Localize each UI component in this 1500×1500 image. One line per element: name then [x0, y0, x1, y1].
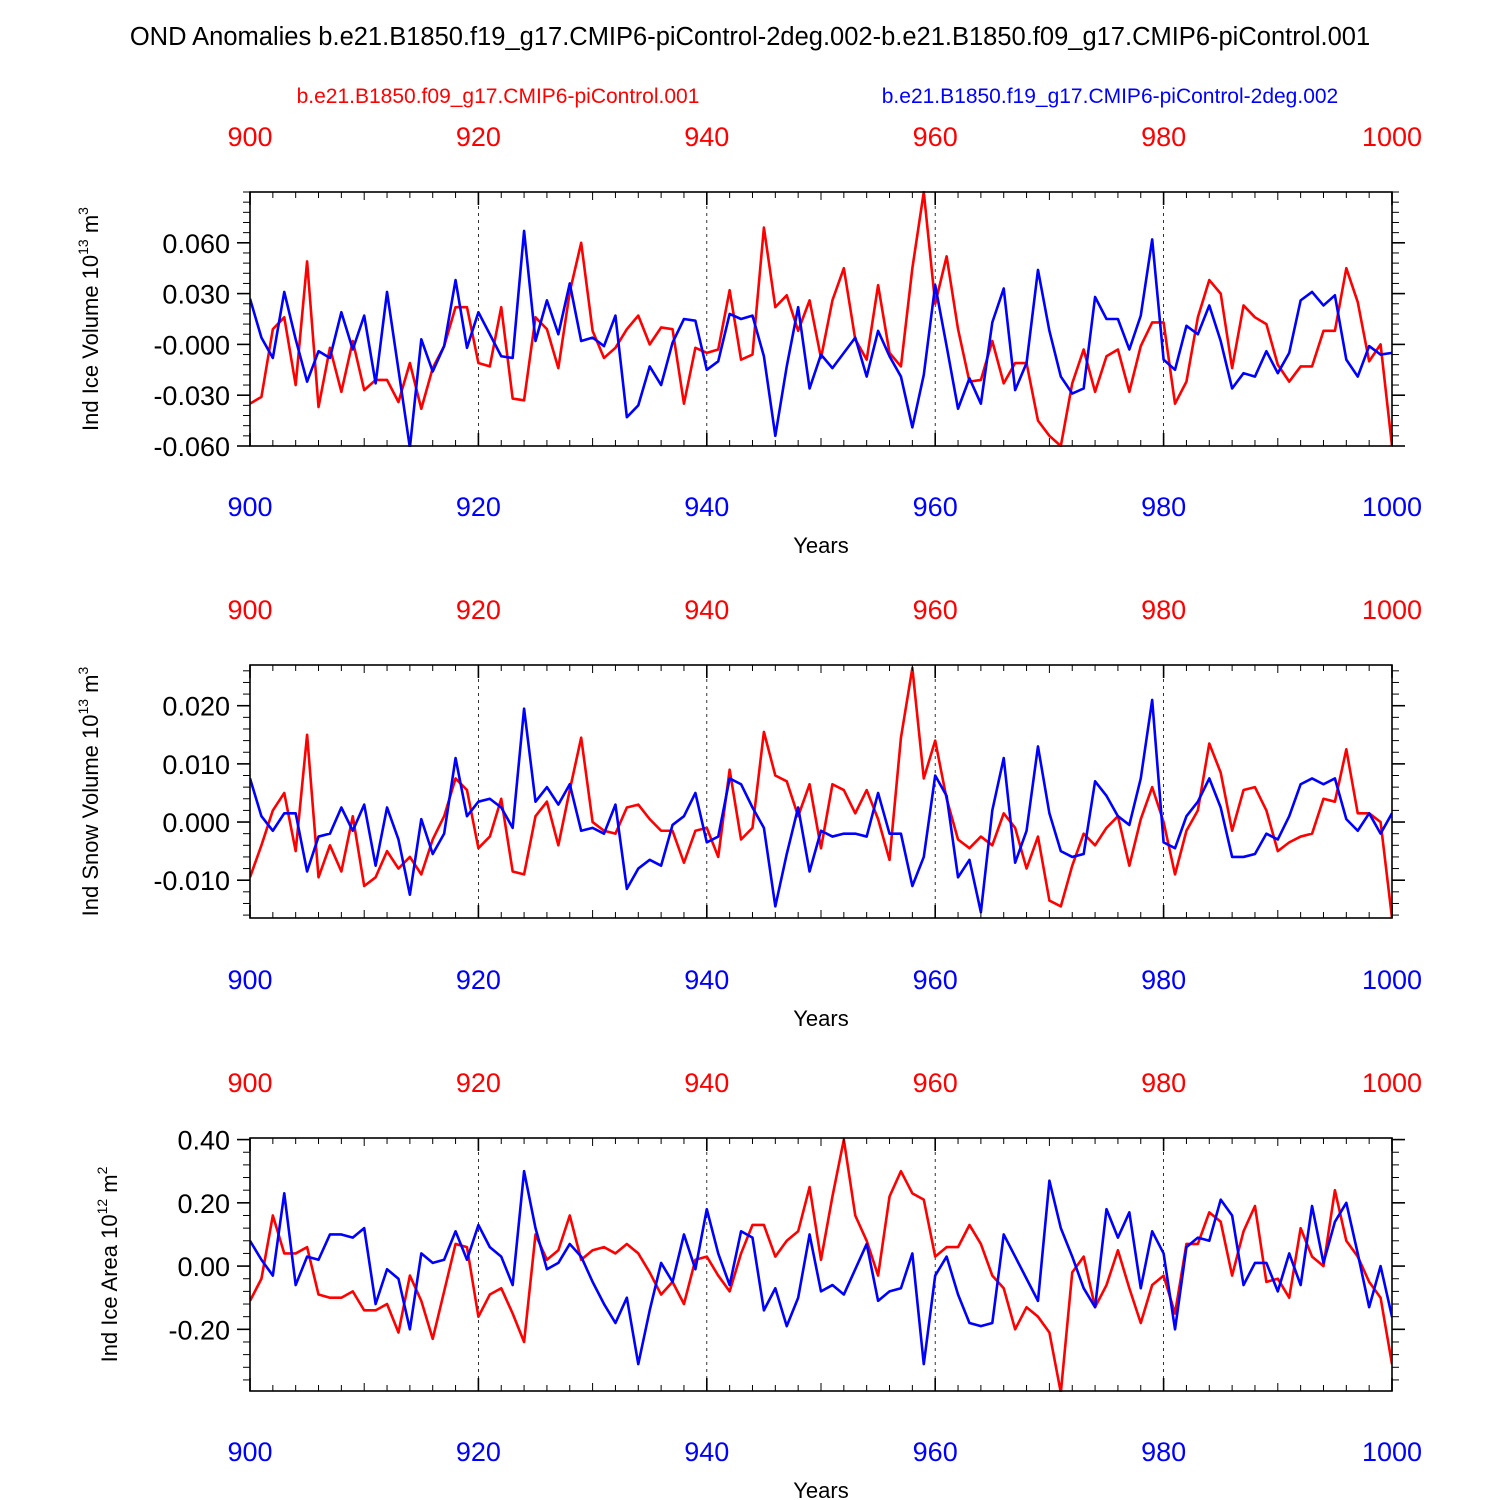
series-line-blue: [250, 229, 1392, 447]
x-tick-label-top: 920: [456, 595, 501, 625]
series-line-red: [250, 666, 1392, 919]
y-tick-label: 0.20: [177, 1189, 230, 1219]
series-line-blue: [250, 1169, 1392, 1366]
x-tick-label-top: 900: [227, 1068, 272, 1098]
x-tick-label-top: 940: [684, 1068, 729, 1098]
x-tick-label-top: 940: [684, 595, 729, 625]
x-tick-label-top: 1000: [1362, 1068, 1422, 1098]
panel-ice-area: -0.20 0.00 0.20 0.40 900 900 920 920 940 940 960 96…: [94, 1068, 1422, 1500]
x-axis-label: Years: [793, 1006, 848, 1031]
x-tick-label-bottom: 1000: [1362, 1437, 1422, 1467]
series-line-blue: [250, 698, 1392, 914]
y-tick-label: 0.40: [177, 1126, 230, 1156]
x-tick-label-top: 920: [456, 122, 501, 152]
x-tick-label-top: 960: [913, 1068, 958, 1098]
y-tick-label: -0.060: [153, 432, 230, 462]
x-tick-label-top: 960: [913, 595, 958, 625]
x-tick-label-bottom: 960: [913, 492, 958, 522]
x-tick-label-top: 1000: [1362, 122, 1422, 152]
x-tick-label-top: 920: [456, 1068, 501, 1098]
x-axis-label: Years: [793, 533, 848, 558]
y-tick-label: -0.20: [168, 1315, 230, 1345]
x-tick-label-bottom: 920: [456, 1437, 501, 1467]
y-tick-label: 0.030: [162, 280, 230, 310]
figure-title: OND Anomalies b.e21.B1850.f19_g17.CMIP6-…: [130, 23, 1370, 51]
x-tick-label-bottom: 960: [913, 1437, 958, 1467]
x-tick-label-bottom: 940: [684, 492, 729, 522]
x-tick-label-top: 980: [1141, 1068, 1186, 1098]
x-tick-label-top: 940: [684, 122, 729, 152]
plot-frame: [249, 1137, 1393, 1392]
y-tick-label: 0.000: [162, 808, 230, 838]
y-tick-label: -0.030: [153, 381, 230, 411]
x-tick-label-bottom: 1000: [1362, 492, 1422, 522]
series-line-red: [250, 1138, 1392, 1392]
x-tick-label-bottom: 980: [1141, 1437, 1186, 1467]
y-tick-label: 0.010: [162, 750, 230, 780]
x-tick-label-top: 960: [913, 122, 958, 152]
x-tick-label-bottom: 920: [456, 965, 501, 995]
panel-snow-volume: -0.010 0.000 0.010 0.020 900 900 920 920 940 940 9…: [75, 595, 1422, 1031]
x-tick-label-bottom: 960: [913, 965, 958, 995]
panel-ice-volume: -0.060 -0.030 -0.000 0.030 0.060 900 900 920 920…: [75, 122, 1422, 558]
x-tick-label-bottom: 900: [227, 965, 272, 995]
legend-blue-label: b.e21.B1850.f19_g17.CMIP6-piControl-2deg…: [882, 85, 1338, 108]
y-axis-label: Ind Snow Volume 1013 m3: [75, 666, 103, 916]
x-tick-label-bottom: 940: [684, 965, 729, 995]
x-tick-label-bottom: 940: [684, 1437, 729, 1467]
y-tick-label: 0.020: [162, 692, 230, 722]
x-tick-label-top: 980: [1141, 595, 1186, 625]
y-tick-label: 0.060: [162, 229, 230, 259]
x-axis-label: Years: [793, 1478, 848, 1500]
x-tick-label-bottom: 980: [1141, 965, 1186, 995]
legend-red-label: b.e21.B1850.f09_g17.CMIP6-piControl.001: [297, 85, 700, 108]
y-tick-label: 0.00: [177, 1252, 230, 1282]
y-axis-label: Ind Ice Volume 1013 m3: [75, 207, 103, 431]
x-tick-label-top: 900: [227, 122, 272, 152]
series-line-red: [250, 191, 1392, 447]
plot-frame: [249, 664, 1393, 919]
y-axis-label: Ind Ice Area 1012 m2: [94, 1166, 122, 1362]
x-tick-label-bottom: 980: [1141, 492, 1186, 522]
x-tick-label-top: 1000: [1362, 595, 1422, 625]
y-tick-label: -0.010: [153, 866, 230, 896]
x-tick-label-bottom: 900: [227, 492, 272, 522]
x-tick-label-bottom: 900: [227, 1437, 272, 1467]
x-tick-label-top: 980: [1141, 122, 1186, 152]
y-tick-label: -0.000: [153, 330, 230, 360]
x-tick-label-bottom: 920: [456, 492, 501, 522]
x-tick-label-bottom: 1000: [1362, 965, 1422, 995]
x-tick-label-top: 900: [227, 595, 272, 625]
